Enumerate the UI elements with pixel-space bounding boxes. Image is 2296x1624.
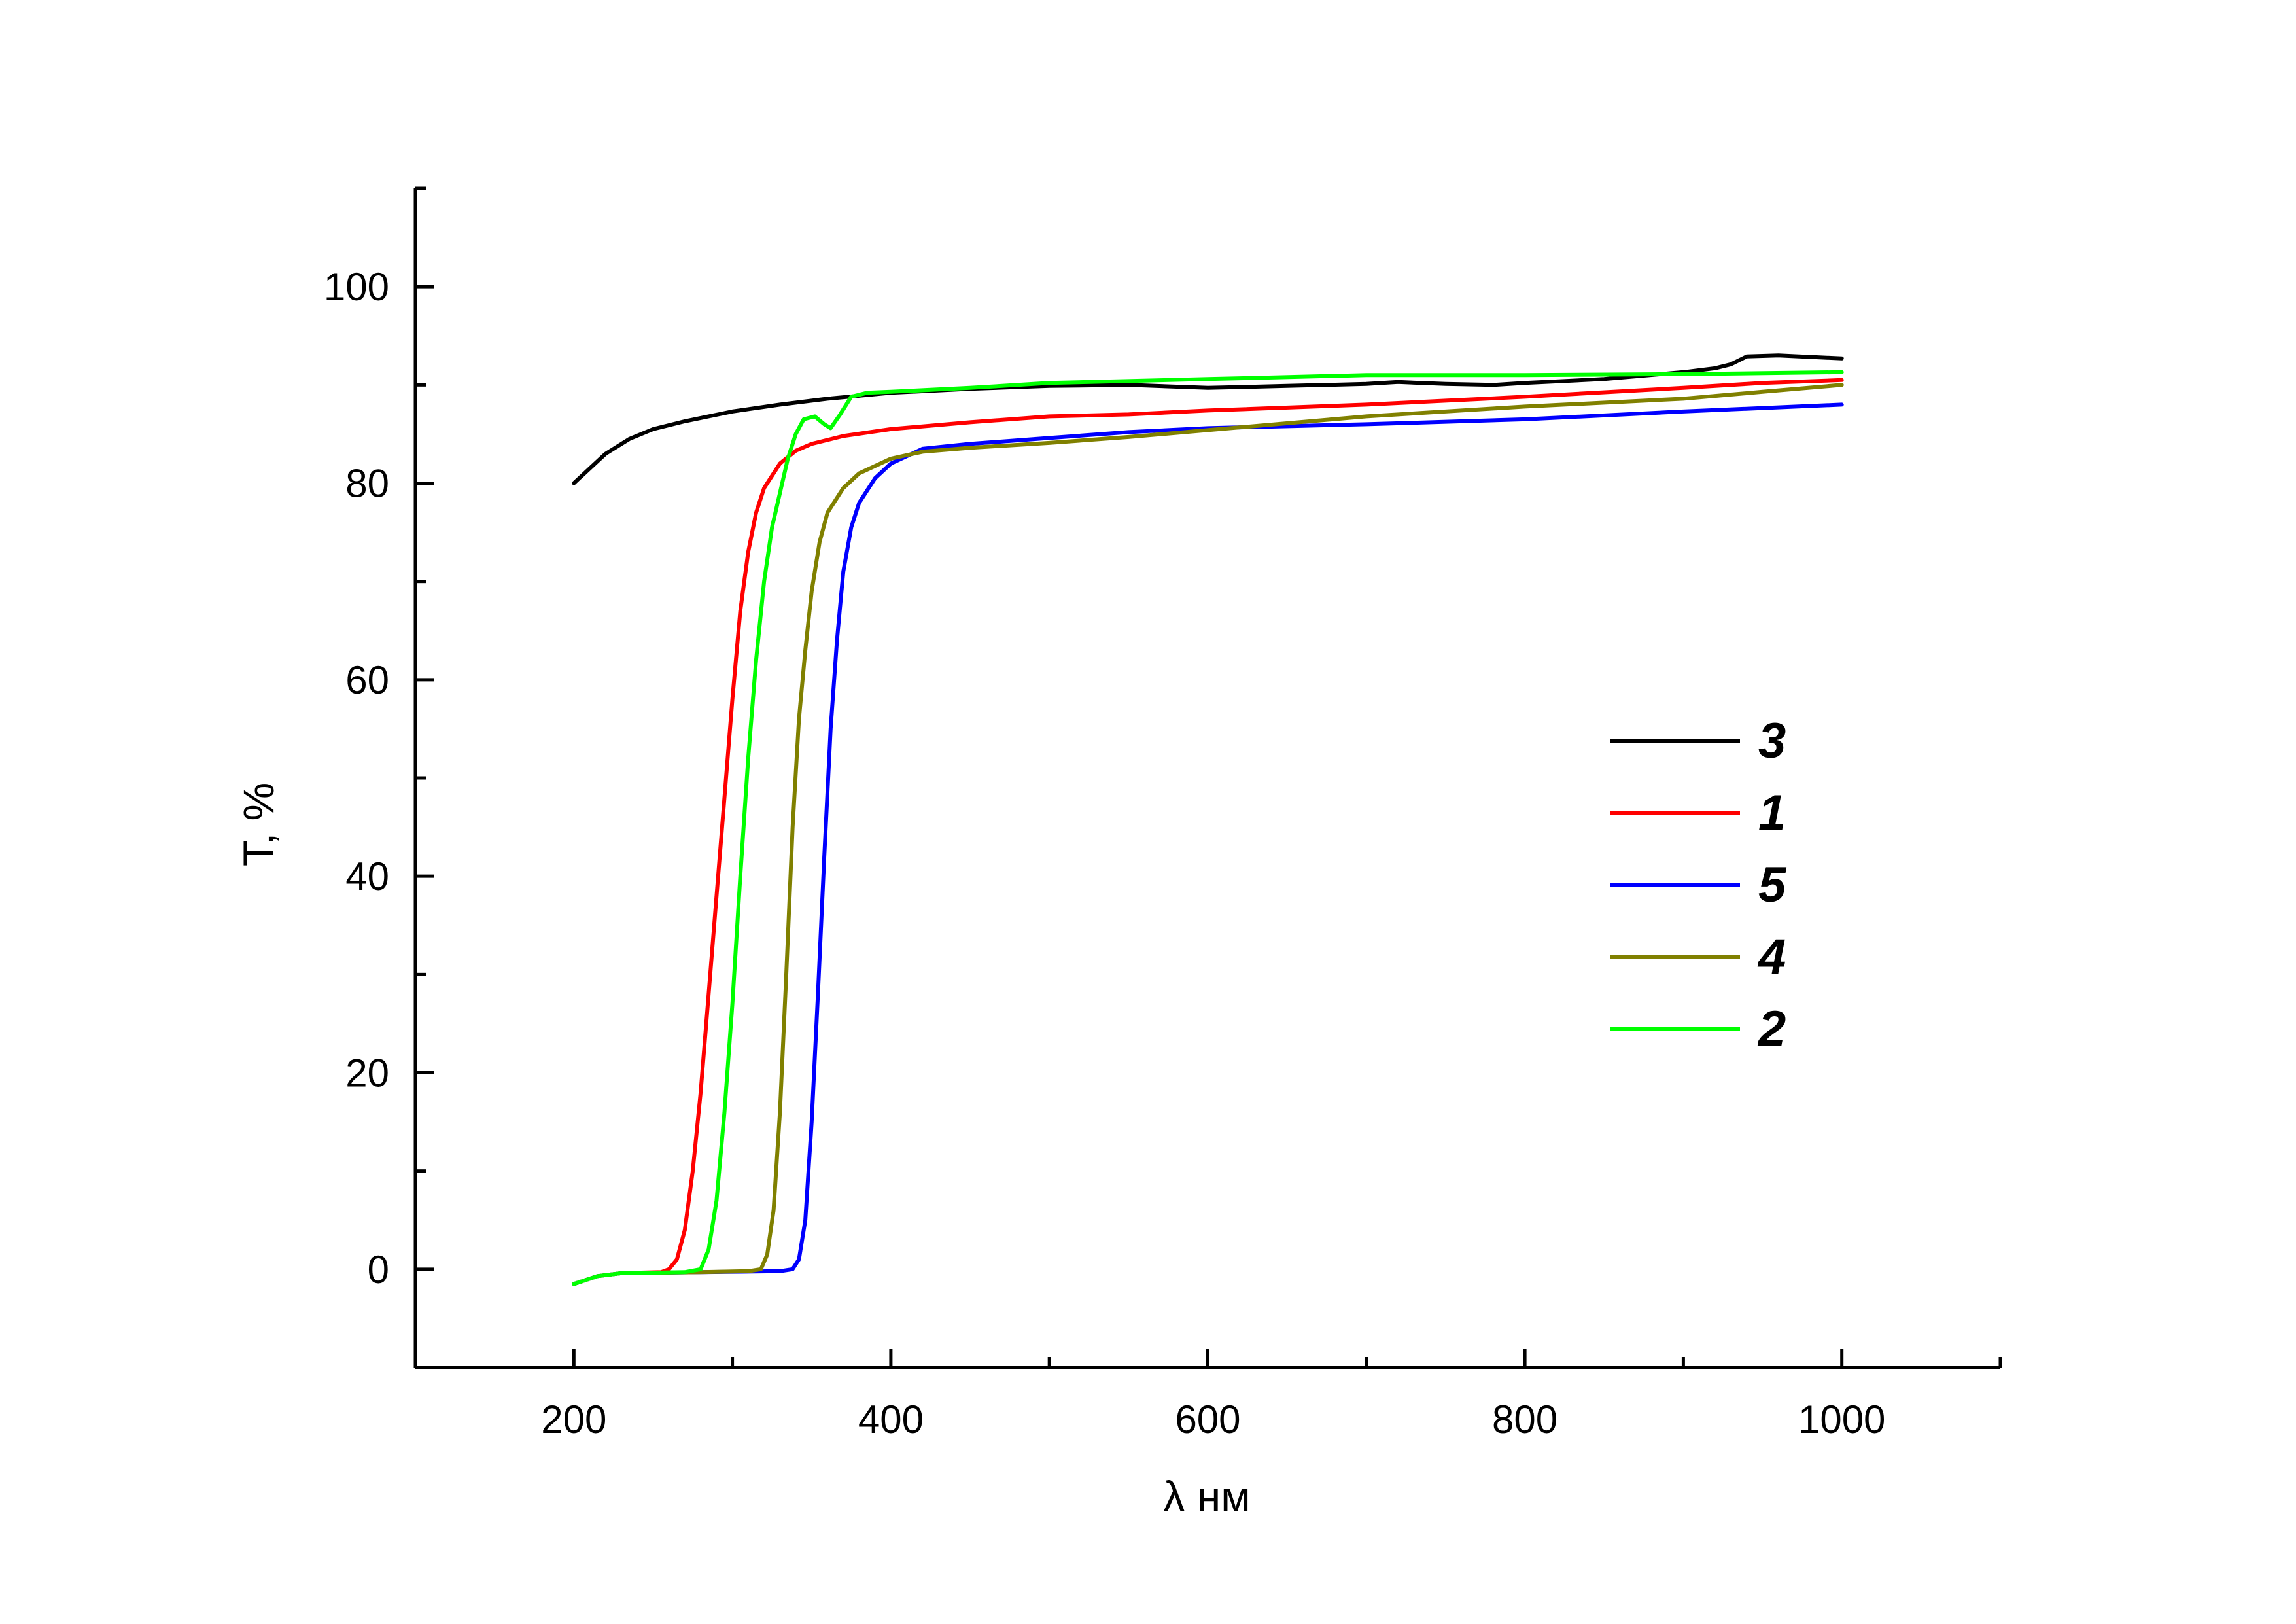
x-tick-label: 1000	[1798, 1398, 1885, 1441]
x-axis-title: λ нм	[1163, 1472, 1250, 1521]
legend-label-1: 1	[1758, 785, 1786, 841]
series-line-3	[572, 353, 1844, 485]
y-tick-label: 40	[345, 855, 389, 898]
series-line-1	[572, 378, 1844, 1286]
series-line-2	[572, 370, 1844, 1286]
plot-area	[572, 353, 1844, 1286]
x-tick-label: 800	[1492, 1398, 1557, 1441]
y-tick-label: 60	[345, 658, 389, 702]
legend-label-5: 5	[1758, 857, 1787, 913]
x-tick-label: 200	[541, 1398, 606, 1441]
y-axis-title: T, %	[234, 783, 283, 866]
legend-label-3: 3	[1758, 713, 1786, 769]
y-tick-label: 0	[368, 1248, 389, 1292]
y-tick-label: 100	[324, 265, 389, 309]
axes: 200 400 600 800 1000 0 20 40 60 80 100	[324, 186, 2002, 1441]
legend: 3 1 5 4 2	[1610, 713, 1787, 1057]
y-tick-label: 80	[345, 462, 389, 506]
series-line-5	[572, 402, 1844, 1286]
x-tick-label: 400	[858, 1398, 924, 1441]
legend-label-4: 4	[1757, 929, 1786, 985]
legend-label-2: 2	[1757, 1001, 1786, 1057]
series-line-4	[572, 383, 1844, 1286]
y-tick-label: 20	[345, 1051, 389, 1095]
x-tick-label: 600	[1175, 1398, 1240, 1441]
